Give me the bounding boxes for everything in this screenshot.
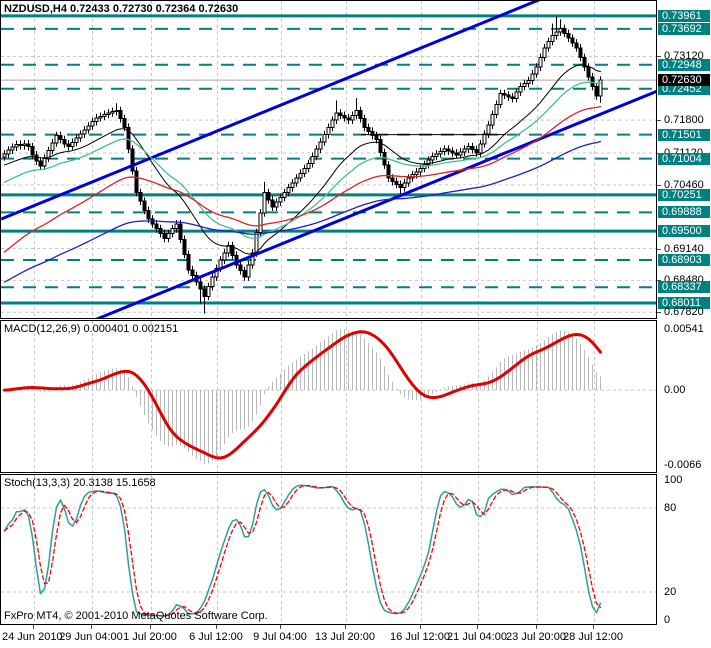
price-label: 0.67820 xyxy=(664,306,704,318)
stoch-axis-label: 20 xyxy=(664,586,677,598)
price-axis-tick xyxy=(657,56,661,57)
stochastic-label: Stoch(13,3,3) 20.3138 15.1658 xyxy=(4,477,156,489)
price-axis-tick xyxy=(657,120,661,121)
time-axis-tick xyxy=(150,625,151,629)
stoch-axis-label: 80 xyxy=(664,502,677,514)
price-axis[interactable]: 0.73961 0.73692 0.73120 0.72948 0.72630 0.724… xyxy=(657,0,711,626)
main-chart-canvas[interactable] xyxy=(1,1,656,318)
price-axis-tick xyxy=(657,185,661,186)
time-label: 9 Jul 04:00 xyxy=(253,631,307,643)
main-chart-panel[interactable]: NZDUSD,H4 0.72433 0.72730 0.72364 0.7263… xyxy=(0,0,657,319)
time-axis-tick xyxy=(536,625,537,629)
time-label: 21 Jul 04:00 xyxy=(447,631,507,643)
price-label: 0.70460 xyxy=(664,179,704,191)
stochastic-panel[interactable]: Stoch(13,3,3) 20.3138 15.1658 FxPro MT4,… xyxy=(0,474,657,625)
time-axis-tick xyxy=(420,625,421,629)
macd-axis-label: 0.00 xyxy=(664,384,686,397)
time-axis-tick xyxy=(91,625,92,629)
time-axis-tick xyxy=(33,625,34,629)
time-label: 16 Jul 12:00 xyxy=(390,631,450,643)
time-label: 29 Jun 04:00 xyxy=(59,631,123,643)
level-price-badge: 0.72452 xyxy=(658,83,710,95)
time-axis-tick xyxy=(477,625,478,629)
current-price-badge: 0.72630 xyxy=(658,74,710,86)
time-label: 6 Jul 12:00 xyxy=(189,631,243,643)
time-label: 23 Jul 20:00 xyxy=(506,631,566,643)
level-price-badge: 0.70251 xyxy=(658,189,710,201)
macd-axis-label: -0.0066 xyxy=(664,459,702,471)
macd-canvas[interactable] xyxy=(1,321,656,472)
price-axis-tick xyxy=(657,280,661,281)
level-price-badge: 0.68903 xyxy=(658,254,710,266)
level-price-badge: 0.69888 xyxy=(658,206,710,218)
time-label: 1 Jul 20:00 xyxy=(123,631,177,643)
level-price-badge: 0.73692 xyxy=(658,23,710,35)
price-label: 0.69140 xyxy=(664,243,704,255)
time-axis[interactable]: 24 Jun 2010 29 Jun 04:00 1 Jul 20:00 6 Jul … xyxy=(0,625,711,648)
stoch-axis-label: 0 xyxy=(664,614,671,626)
price-label: 0.71800 xyxy=(664,114,704,126)
level-price-badge: 0.68011 xyxy=(658,297,710,309)
price-axis-tick xyxy=(657,249,661,250)
time-axis-tick xyxy=(280,625,281,629)
chart-title: NZDUSD,H4 0.72433 0.72730 0.72364 0.7263… xyxy=(4,3,239,15)
time-label: 28 Jul 12:00 xyxy=(563,631,623,643)
macd-panel[interactable]: MACD(12,26,9) 0.000401 0.002151 xyxy=(0,320,657,473)
time-axis-tick xyxy=(216,625,217,629)
level-price-badge: 0.73961 xyxy=(658,10,710,22)
level-price-badge: 0.71004 xyxy=(658,153,710,165)
macd-axis-label: 0.00541 xyxy=(664,323,704,335)
level-price-badge: 0.72948 xyxy=(658,59,710,71)
time-axis-tick xyxy=(593,625,594,629)
macd-label: MACD(12,26,9) 0.000401 0.002151 xyxy=(4,323,179,335)
time-label: 24 Jun 2010 xyxy=(2,631,63,643)
level-price-badge: 0.68337 xyxy=(658,281,710,293)
time-label: 13 Jul 20:00 xyxy=(315,631,375,643)
stoch-axis-label: 100 xyxy=(664,474,683,486)
terminal-copyright: FxPro MT4, © 2001-2010 MetaQuotes Softwa… xyxy=(4,610,268,622)
time-axis-tick xyxy=(345,625,346,629)
level-price-badge: 0.69500 xyxy=(658,225,710,237)
level-price-badge: 0.71501 xyxy=(658,129,710,141)
price-axis-tick xyxy=(657,312,661,313)
stochastic-canvas[interactable] xyxy=(1,475,656,624)
